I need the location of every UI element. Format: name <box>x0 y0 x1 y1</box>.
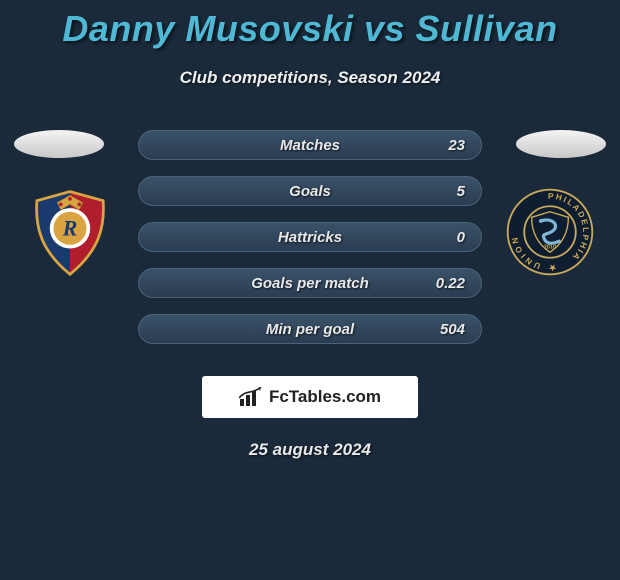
stats-area: R PHILADELPHIA <box>0 130 620 350</box>
bar-chart-icon <box>239 387 263 407</box>
stat-value-right: 0.22 <box>436 275 465 292</box>
stat-value-right: 23 <box>448 137 465 154</box>
page-title: Danny Musovski vs Sullivan <box>0 8 620 50</box>
svg-text:R: R <box>62 216 78 241</box>
stat-row-hattricks: Hattricks 0 <box>138 222 482 252</box>
stat-label: Goals per match <box>251 275 369 292</box>
fctables-link[interactable]: FcTables.com <box>202 376 418 418</box>
stat-label: Min per goal <box>266 321 354 338</box>
stat-label: Matches <box>280 137 340 154</box>
stat-value-right: 5 <box>457 183 465 200</box>
team-left-badge: R <box>24 186 116 278</box>
stat-label: Goals <box>289 183 331 200</box>
rsl-shield-icon: R <box>24 186 116 278</box>
stat-row-min-per-goal: Min per goal 504 <box>138 314 482 344</box>
stat-row-goals-per-match: Goals per match 0.22 <box>138 268 482 298</box>
team-right-badge: PHILADELPHIA ★ UNION ★ 2010 <box>504 186 596 278</box>
stat-row-goals: Goals 5 <box>138 176 482 206</box>
player-right-photo-placeholder <box>516 130 606 158</box>
stat-value-right: 504 <box>440 321 465 338</box>
stat-label: Hattricks <box>278 229 342 246</box>
stat-rows: Matches 23 Goals 5 Hattricks 0 Goals per… <box>138 130 482 360</box>
subtitle: Club competitions, Season 2024 <box>0 68 620 88</box>
philadelphia-union-badge-icon: PHILADELPHIA ★ UNION ★ 2010 <box>504 186 596 278</box>
player-left-photo-placeholder <box>14 130 104 158</box>
stat-value-right: 0 <box>457 229 465 246</box>
svg-text:2010: 2010 <box>544 245 556 251</box>
stat-row-matches: Matches 23 <box>138 130 482 160</box>
date-text: 25 august 2024 <box>0 440 620 460</box>
comparison-card: Danny Musovski vs Sullivan Club competit… <box>0 0 620 460</box>
fctables-text: FcTables.com <box>269 387 381 407</box>
